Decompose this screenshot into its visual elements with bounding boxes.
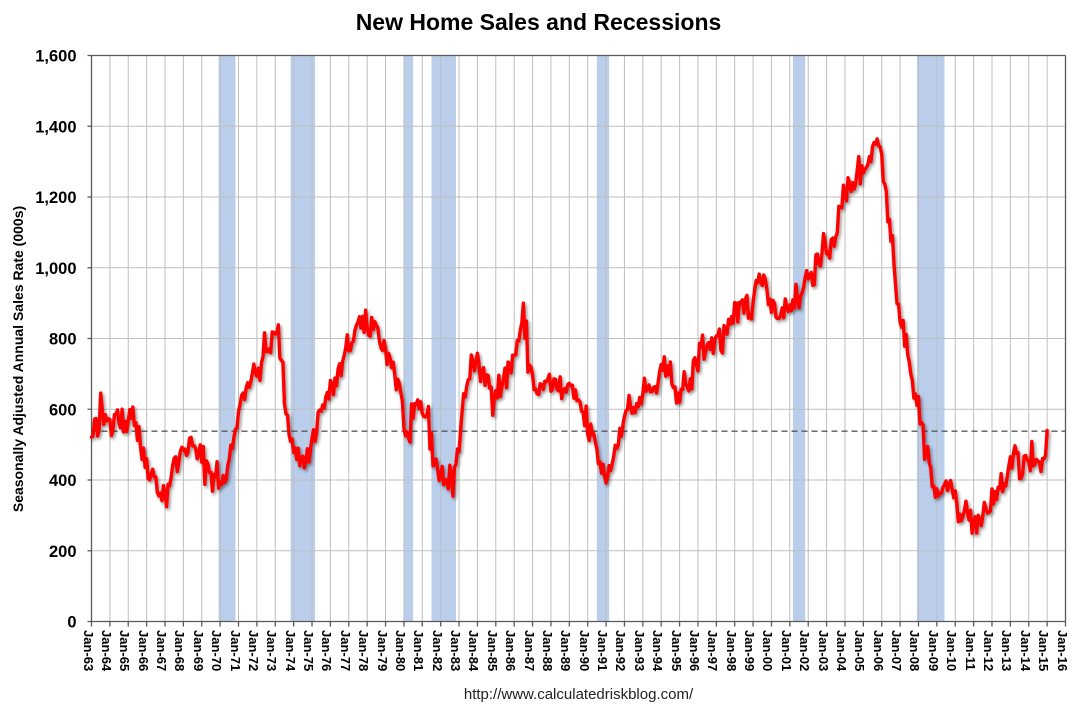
svg-text:1,000: 1,000 xyxy=(35,260,76,278)
svg-text:1,400: 1,400 xyxy=(35,118,76,136)
svg-text:400: 400 xyxy=(49,472,77,490)
svg-text:1,200: 1,200 xyxy=(35,189,76,207)
svg-text:1,600: 1,600 xyxy=(35,48,76,66)
svg-text:200: 200 xyxy=(49,543,77,561)
svg-text:800: 800 xyxy=(49,331,77,349)
svg-text:600: 600 xyxy=(49,401,77,419)
svg-text:0: 0 xyxy=(67,614,76,632)
